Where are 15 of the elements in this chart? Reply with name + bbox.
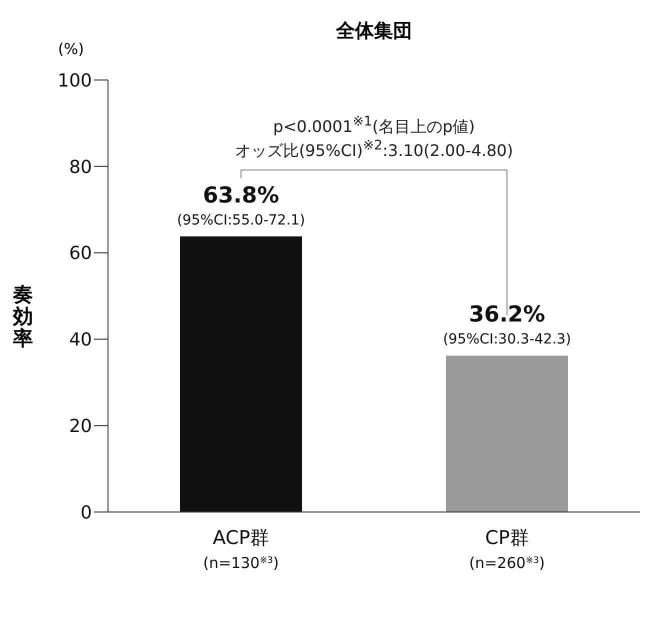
- text: (%): [58, 40, 84, 58]
- y-tick-label: 0: [80, 502, 92, 524]
- data-label: 63.8% (95%CI:55.0-72.1): [176, 183, 306, 228]
- y-axis-title: 奏効率: [12, 282, 34, 350]
- x-tick-label: CP群 (n=260$^{※3}$): [469, 527, 545, 572]
- chart-title: 全体集団: [334, 19, 413, 44]
- annotation: p<0.0001$^{※1}$(名目上のp値): [273, 115, 475, 136]
- x-tick-label: ACP群 (n=130$^{※3}$): [203, 527, 279, 572]
- annotation: オッズ比(95%CI)$^{※2}$:3.10(2.00-4.80): [234, 139, 514, 160]
- y-tick-label: 60: [69, 243, 92, 264]
- data-label: 36.2% (95%CI:30.3-42.3): [442, 302, 572, 348]
- y-tick-label: 80: [69, 156, 92, 178]
- y-tick-label: 20: [69, 416, 92, 437]
- y-tick-label: 40: [69, 330, 92, 351]
- y-tick-label: 100: [58, 70, 92, 92]
